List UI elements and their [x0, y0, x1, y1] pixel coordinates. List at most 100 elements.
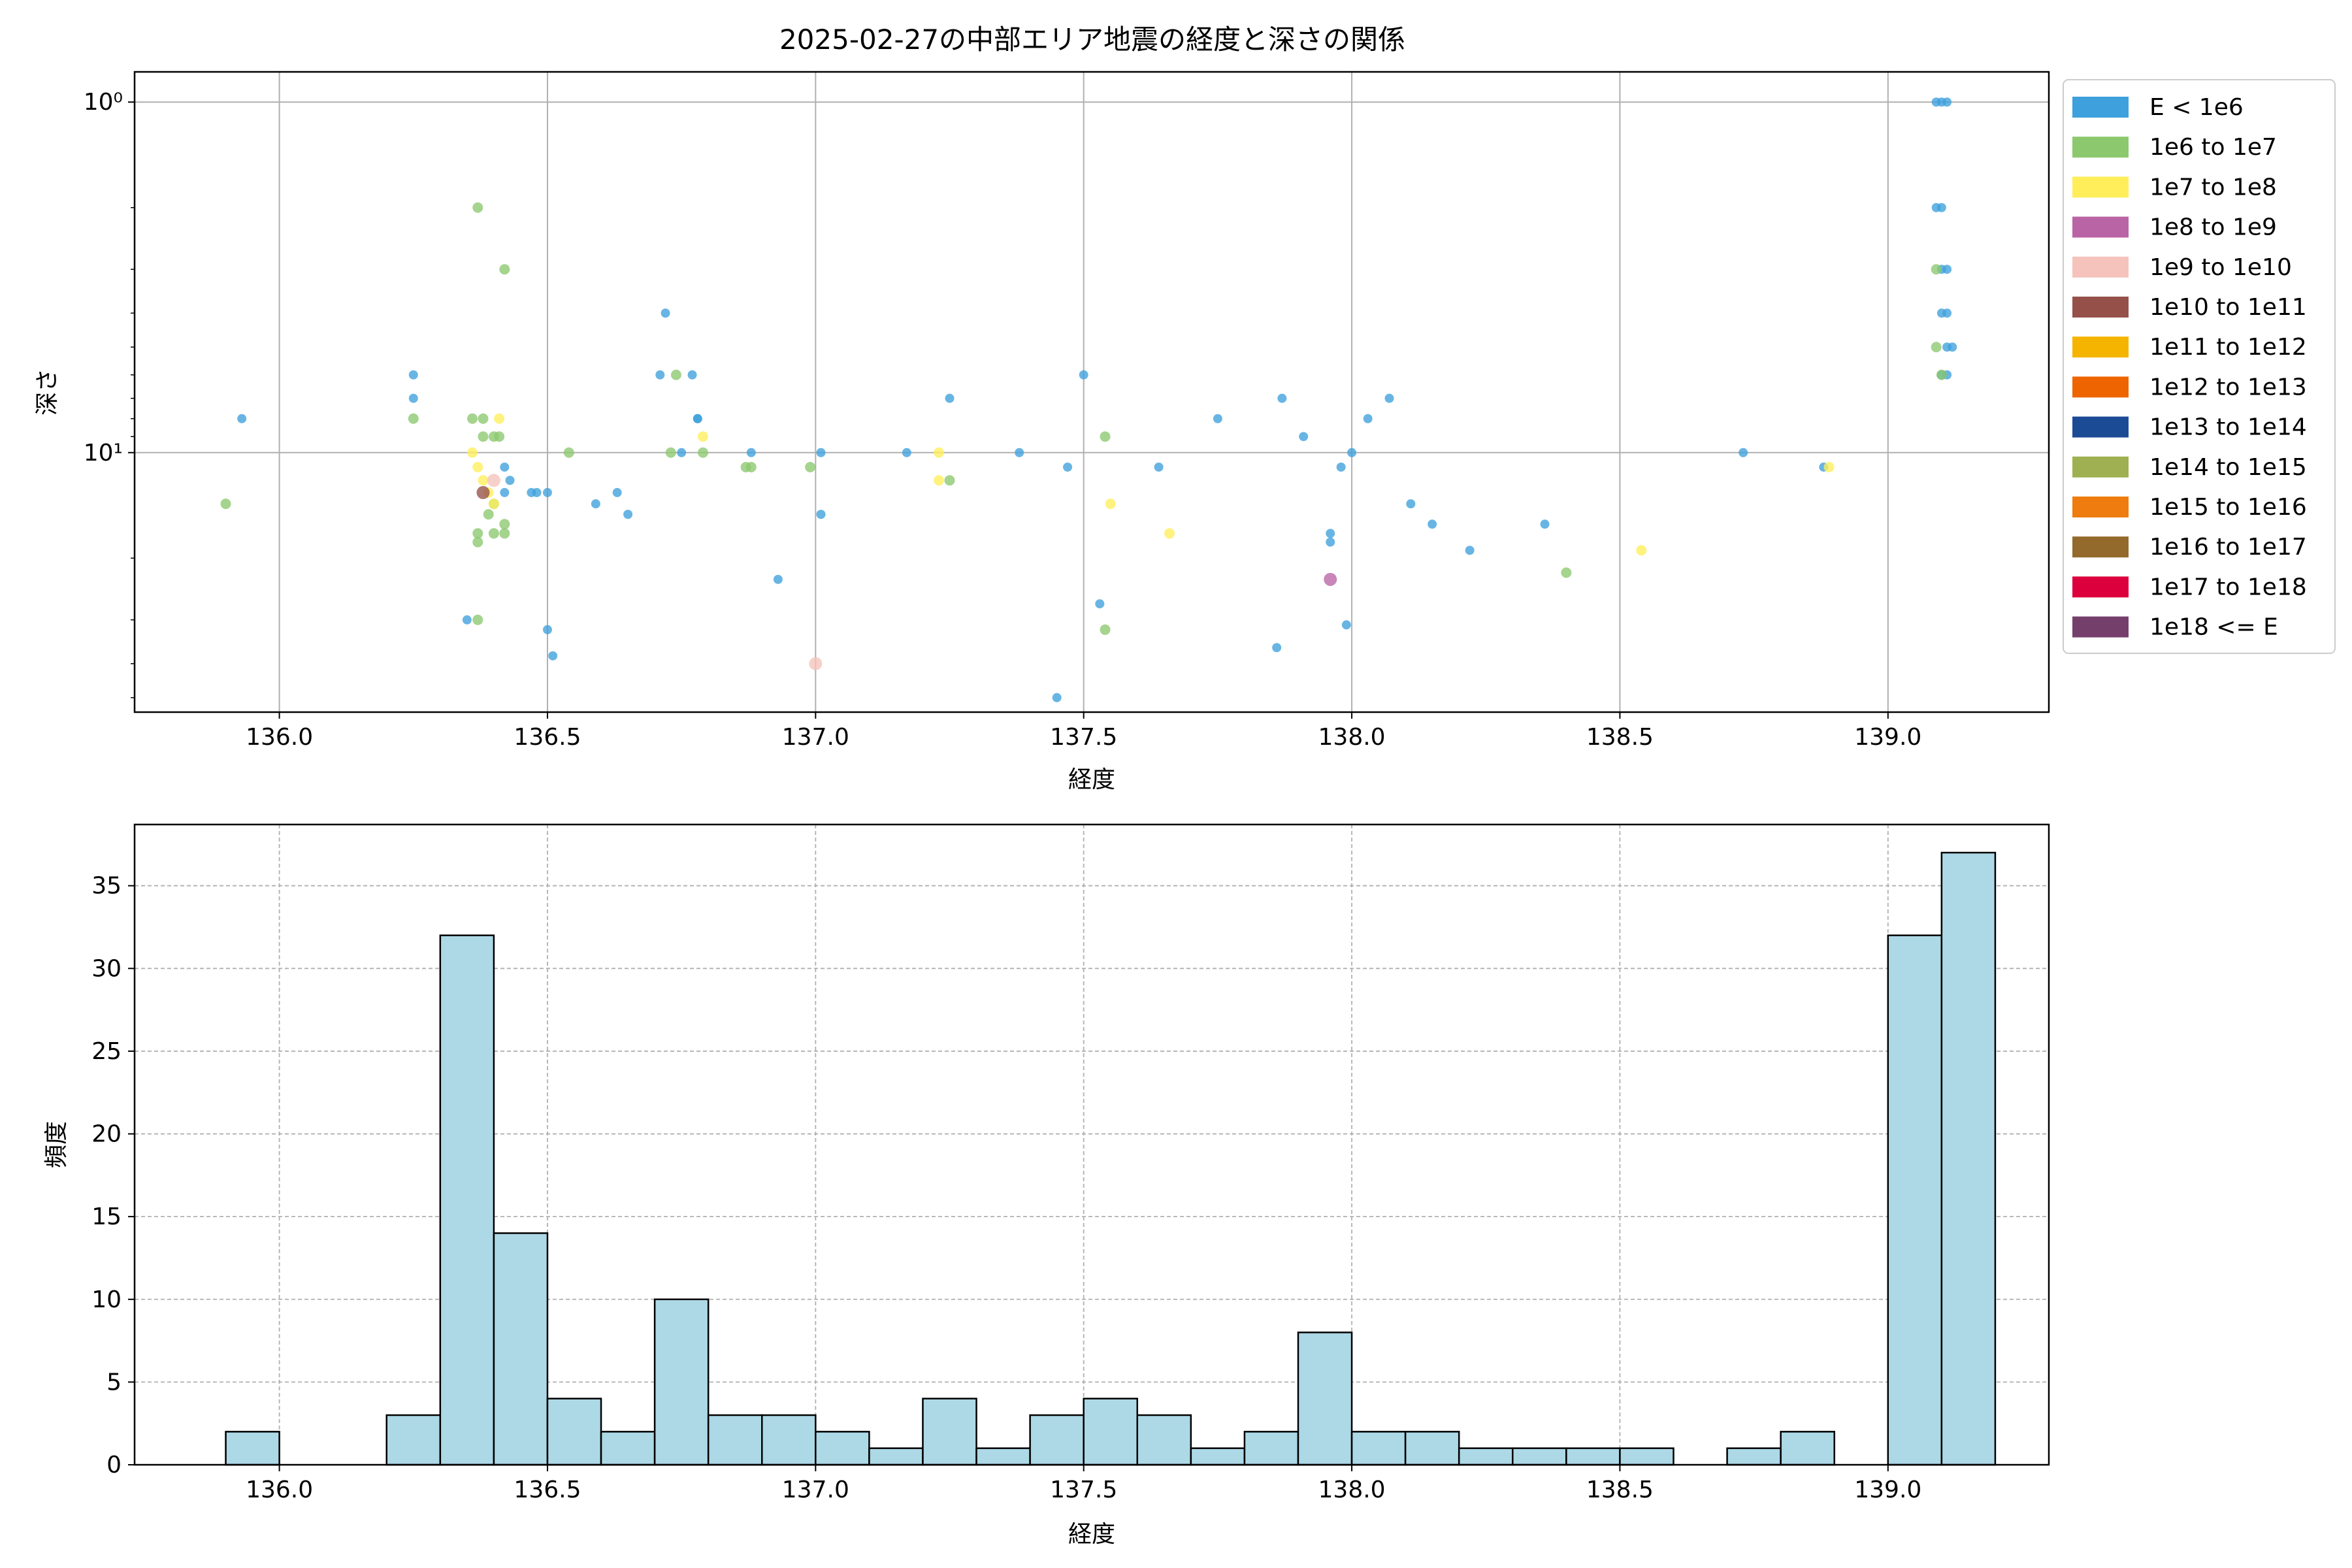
scatter-frame: [133, 71, 2050, 713]
scatter-point: [532, 487, 542, 497]
scatter-point: [1636, 545, 1647, 556]
histogram-x-tick-label: 136.0: [246, 1477, 313, 1503]
histogram-bar: [761, 1414, 817, 1466]
scatter-plot-area: [135, 72, 2049, 712]
scatter-point: [1063, 462, 1073, 472]
scatter-x-tick-label: 136.5: [514, 724, 581, 751]
scatter-point: [665, 447, 676, 458]
scatter-point: [1015, 448, 1024, 457]
scatter-point: [487, 474, 500, 487]
histogram-y-tick-label: 5: [106, 1369, 122, 1396]
scatter-point: [1931, 264, 1942, 275]
legend-label: 1e9 to 1e10: [2149, 254, 2292, 281]
scatter-point: [670, 369, 681, 380]
scatter-points: [220, 97, 1957, 702]
scatter-point: [478, 431, 489, 442]
scatter-point: [1561, 567, 1572, 578]
scatter-point: [816, 510, 826, 519]
legend-label: 1e8 to 1e9: [2149, 214, 2277, 241]
histogram-x-tick-label: 137.5: [1050, 1477, 1117, 1503]
histogram-bar: [1619, 1447, 1674, 1466]
histogram-y-tick-label: 25: [91, 1038, 122, 1065]
legend-swatch: [2072, 616, 2129, 638]
scatter-point: [816, 448, 826, 457]
histogram-bar: [1726, 1447, 1782, 1466]
scatter-panel: 2025-02-27の中部エリア地震の経度と深さの関係 136.0 136.5 13…: [34, 24, 2336, 793]
scatter-point: [661, 308, 670, 318]
legend-swatch: [2072, 216, 2129, 238]
scatter-point: [1936, 369, 1947, 380]
scatter-point: [408, 370, 418, 380]
histogram-bar: [600, 1431, 656, 1466]
histogram-bar: [1136, 1414, 1192, 1466]
scatter-point: [655, 370, 665, 380]
histogram-y-tick-label: 0: [106, 1452, 122, 1478]
histogram-bar: [653, 1298, 710, 1466]
scatter-x-axis-label: 経度: [1068, 766, 1115, 793]
scatter-point: [1942, 308, 1952, 318]
legend-label: 1e14 to 1e15: [2149, 454, 2307, 481]
scatter-point: [499, 519, 510, 530]
histogram-y-tick-label: 30: [91, 955, 122, 982]
histogram-x-tick-label: 138.5: [1586, 1477, 1654, 1503]
histogram-bar: [1780, 1431, 1835, 1466]
scatter-y-tick-label: 10¹: [84, 440, 123, 466]
histogram-bar: [1083, 1397, 1139, 1466]
histogram-bar: [1887, 934, 1943, 1466]
scatter-point: [472, 202, 483, 213]
scatter-point: [494, 413, 505, 424]
scatter-point: [1095, 599, 1105, 609]
histogram-bar: [1243, 1431, 1299, 1466]
scatter-point: [1948, 342, 1957, 352]
scatter-point: [944, 475, 955, 486]
scatter-title: 2025-02-27の中部エリア地震の経度と深さの関係: [779, 24, 1405, 56]
scatter-point: [483, 509, 494, 520]
scatter-point: [623, 510, 633, 519]
scatter-point: [1272, 643, 1282, 653]
scatter-point: [1341, 620, 1351, 630]
scatter-point: [1299, 432, 1309, 442]
scatter-point: [612, 487, 622, 497]
scatter-point: [1052, 693, 1062, 702]
histogram-bar: [975, 1447, 1031, 1466]
legend-label: 1e13 to 1e14: [2149, 414, 2307, 441]
scatter-point: [902, 448, 911, 457]
histogram-x-tick-label: 138.0: [1318, 1477, 1386, 1503]
scatter-point: [1105, 498, 1116, 510]
scatter-x-tick-label: 137.5: [1050, 724, 1117, 751]
legend-swatch: [2072, 576, 2129, 598]
histogram-bar: [1458, 1447, 1514, 1466]
legend-swatch: [2072, 256, 2129, 278]
scatter-point: [1100, 624, 1111, 635]
histogram-y-axis-label: 頻度: [43, 1121, 70, 1168]
scatter-point: [1465, 546, 1475, 555]
legend-label: 1e11 to 1e12: [2149, 334, 2307, 361]
scatter-point: [1931, 342, 1942, 353]
scatter-point: [548, 651, 558, 661]
scatter-point: [500, 487, 510, 497]
histogram-bar: [546, 1397, 602, 1466]
histogram-x-axis-label: 経度: [1068, 1521, 1115, 1548]
scatter-point: [1384, 393, 1394, 403]
scatter-point: [1739, 448, 1748, 457]
histogram-bar: [225, 1431, 280, 1466]
histogram-y-tick-label: 15: [91, 1203, 122, 1230]
histogram-frame: [133, 823, 2050, 1466]
scatter-point: [1324, 572, 1337, 586]
scatter-point: [237, 414, 247, 423]
legend-swatch: [2072, 456, 2129, 478]
scatter-point: [773, 574, 783, 584]
legend-swatch: [2072, 497, 2129, 517]
scatter-point: [478, 413, 489, 424]
histogram-bar: [1190, 1447, 1246, 1466]
histogram-ticks: 136.0 136.5 137.0 137.5 138.0 138.5 139.0 0 5 10 1…: [91, 873, 1921, 1503]
scatter-point: [542, 487, 552, 497]
histogram-y-tick-label: 20: [91, 1121, 122, 1148]
histogram-plot-area: [135, 825, 2049, 1465]
scatter-point: [1336, 462, 1346, 472]
legend-label: 1e12 to 1e13: [2149, 374, 2307, 400]
scatter-point: [467, 413, 478, 424]
legend-swatch: [2072, 536, 2129, 558]
scatter-point: [746, 448, 756, 457]
scatter-point: [1406, 499, 1416, 509]
